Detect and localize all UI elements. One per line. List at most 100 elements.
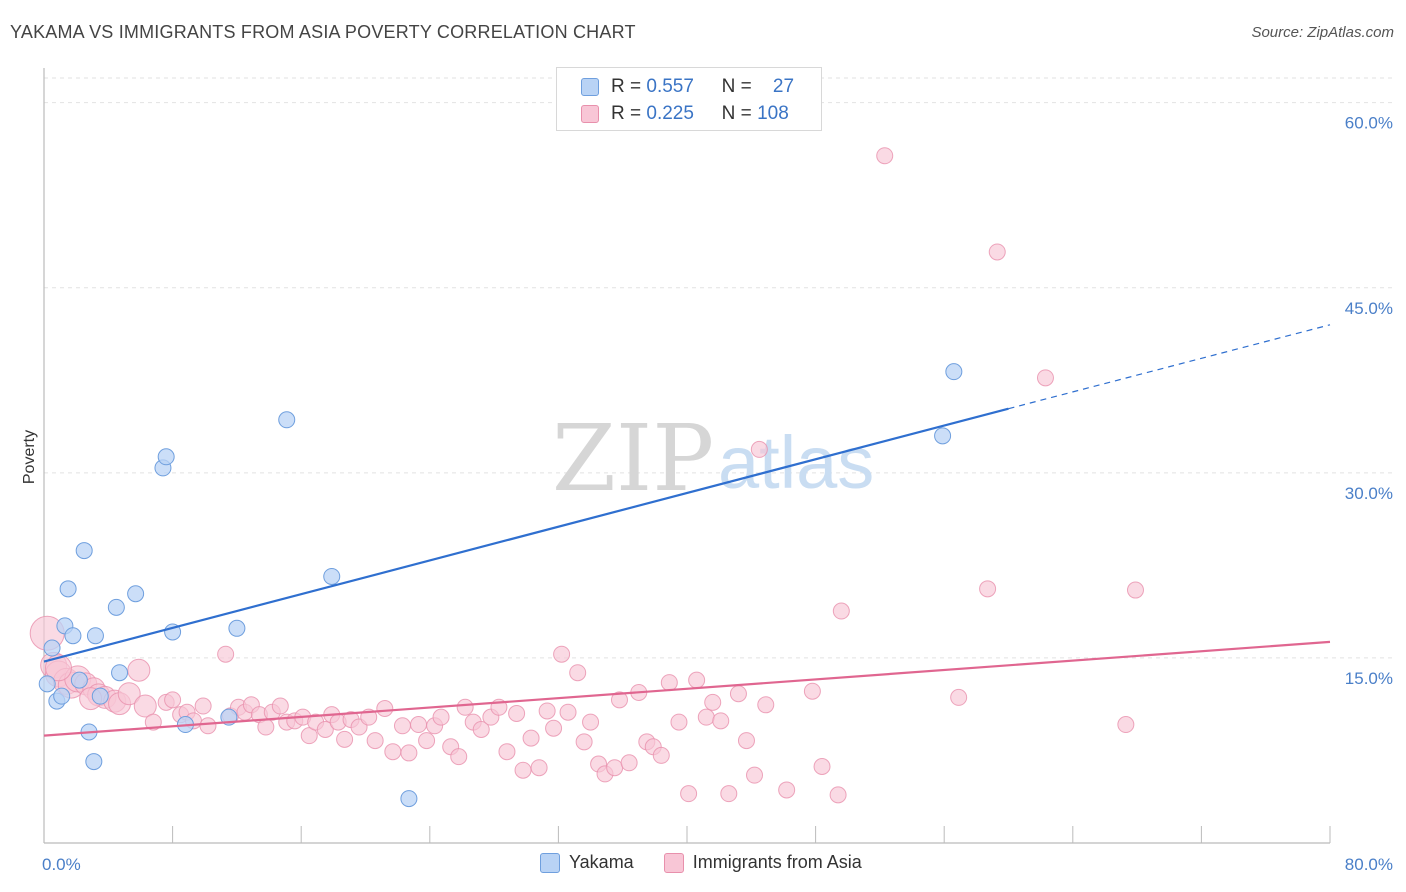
data-point-asia <box>988 243 1006 261</box>
data-point-asia <box>582 713 600 731</box>
data-point-asia <box>545 719 563 737</box>
legend-n-label: N = <box>721 103 752 124</box>
legend-r-label: R = <box>611 76 642 97</box>
data-point-asia <box>199 717 217 735</box>
legend-swatch-yakama <box>581 78 599 96</box>
legend-n-value-asia: 108 <box>757 103 789 124</box>
watermark-atlas: atlas <box>718 421 874 504</box>
data-point-asia <box>432 708 450 726</box>
legend-r-label: R = <box>611 103 642 124</box>
axes <box>43 68 1331 844</box>
data-point-asia <box>688 671 706 689</box>
data-point-asia <box>620 754 638 772</box>
data-point-asia <box>553 645 571 663</box>
data-point-asia <box>538 702 556 720</box>
legend-n-label: N = <box>721 76 752 97</box>
legend-n-value-yakama: 27 <box>772 76 795 97</box>
watermark-zip: ZIP <box>552 405 714 512</box>
data-point-asia <box>876 147 894 165</box>
data-point-asia <box>456 698 474 716</box>
data-point-yakama <box>70 671 88 689</box>
bottom-legend-yakama: Yakama <box>540 852 634 873</box>
legend-row-yakama: R = 0.557 N = 27 <box>581 75 794 99</box>
data-point-asia <box>610 691 628 709</box>
y-tick-label: 30.0% <box>1345 484 1393 503</box>
data-point-asia <box>376 700 394 718</box>
data-point-yakama <box>38 675 56 693</box>
data-point-asia <box>164 691 182 709</box>
data-point-yakama <box>945 363 963 381</box>
bottom-legend-swatch-yakama <box>540 852 560 873</box>
data-point-yakama <box>59 580 77 598</box>
bottom-legend: Yakama Immigrants from Asia <box>540 852 892 873</box>
source-label: Source: ZipAtlas.com <box>1251 24 1394 41</box>
y-tick-label: 45.0% <box>1345 299 1393 318</box>
data-point-asia <box>522 729 540 747</box>
data-point-asia <box>257 718 275 736</box>
data-point-asia <box>400 744 418 762</box>
data-point-asia <box>832 602 850 620</box>
data-point-yakama <box>127 585 145 603</box>
series-yakama <box>38 363 963 808</box>
data-point-yakama <box>400 790 418 808</box>
data-point-asia <box>950 688 968 706</box>
data-point-yakama <box>228 619 246 637</box>
data-point-yakama <box>157 448 175 466</box>
data-point-asia <box>498 743 516 761</box>
data-point-asia <box>127 658 151 682</box>
data-point-yakama <box>75 542 93 560</box>
data-point-asia <box>530 759 548 777</box>
trend-line-yakama <box>43 407 1009 663</box>
y-tick-label: 15.0% <box>1345 669 1393 688</box>
data-point-asia <box>670 713 688 731</box>
legend-r-value-yakama: 0.557 <box>646 76 694 97</box>
data-point-asia <box>803 682 821 700</box>
data-point-yakama <box>91 687 109 705</box>
x-tick-label: 0.0% <box>42 855 81 874</box>
y-axis-label: Poverty <box>21 430 38 484</box>
data-point-asia <box>418 732 436 750</box>
bottom-legend-label-asia: Immigrants from Asia <box>692 852 862 872</box>
data-point-asia <box>144 713 162 731</box>
bottom-legend-label-yakama: Yakama <box>569 852 634 872</box>
data-point-asia <box>680 785 698 803</box>
data-point-asia <box>813 758 831 775</box>
trend-line-asia <box>43 640 1331 737</box>
data-point-asia <box>569 664 587 682</box>
data-point-asia <box>336 730 354 748</box>
data-point-asia <box>660 674 678 692</box>
data-point-asia <box>1126 581 1144 599</box>
data-point-yakama <box>111 664 129 682</box>
data-point-yakama <box>53 687 71 705</box>
data-point-asia <box>559 703 577 721</box>
data-point-asia <box>778 781 796 799</box>
data-point-asia <box>757 696 775 714</box>
data-point-asia <box>697 708 715 726</box>
data-point-yakama <box>64 627 82 645</box>
legend: R = 0.557 N = 27 R = 0.225 N = 108 <box>556 67 822 131</box>
bottom-legend-swatch-asia <box>663 852 684 873</box>
data-point-asia <box>829 786 847 804</box>
data-point-yakama <box>86 627 104 645</box>
data-point-asia <box>393 717 411 735</box>
y-tick-label: 60.0% <box>1345 114 1393 133</box>
data-point-asia <box>652 746 670 764</box>
data-point-asia <box>750 440 768 458</box>
data-point-asia <box>606 759 624 777</box>
chart-title: YAKAMA VS IMMIGRANTS FROM ASIA POVERTY C… <box>10 22 636 42</box>
x-tick-label: 80.0% <box>1345 855 1393 874</box>
data-point-asia <box>366 732 384 750</box>
data-point-asia <box>450 748 468 766</box>
data-point-asia <box>194 697 212 715</box>
data-point-yakama <box>323 567 341 585</box>
data-point-asia <box>508 704 526 722</box>
data-point-yakama <box>85 753 103 771</box>
data-point-yakama <box>107 598 125 616</box>
tick-labels: 15.0% 30.0% 45.0% 60.0% 0.0% 80.0% <box>42 114 1393 874</box>
data-point-asia <box>316 720 334 738</box>
trend-lines <box>43 324 1331 737</box>
legend-swatch-asia <box>581 105 599 123</box>
data-point-yakama <box>278 411 296 429</box>
watermark: ZIP atlas <box>552 405 874 512</box>
